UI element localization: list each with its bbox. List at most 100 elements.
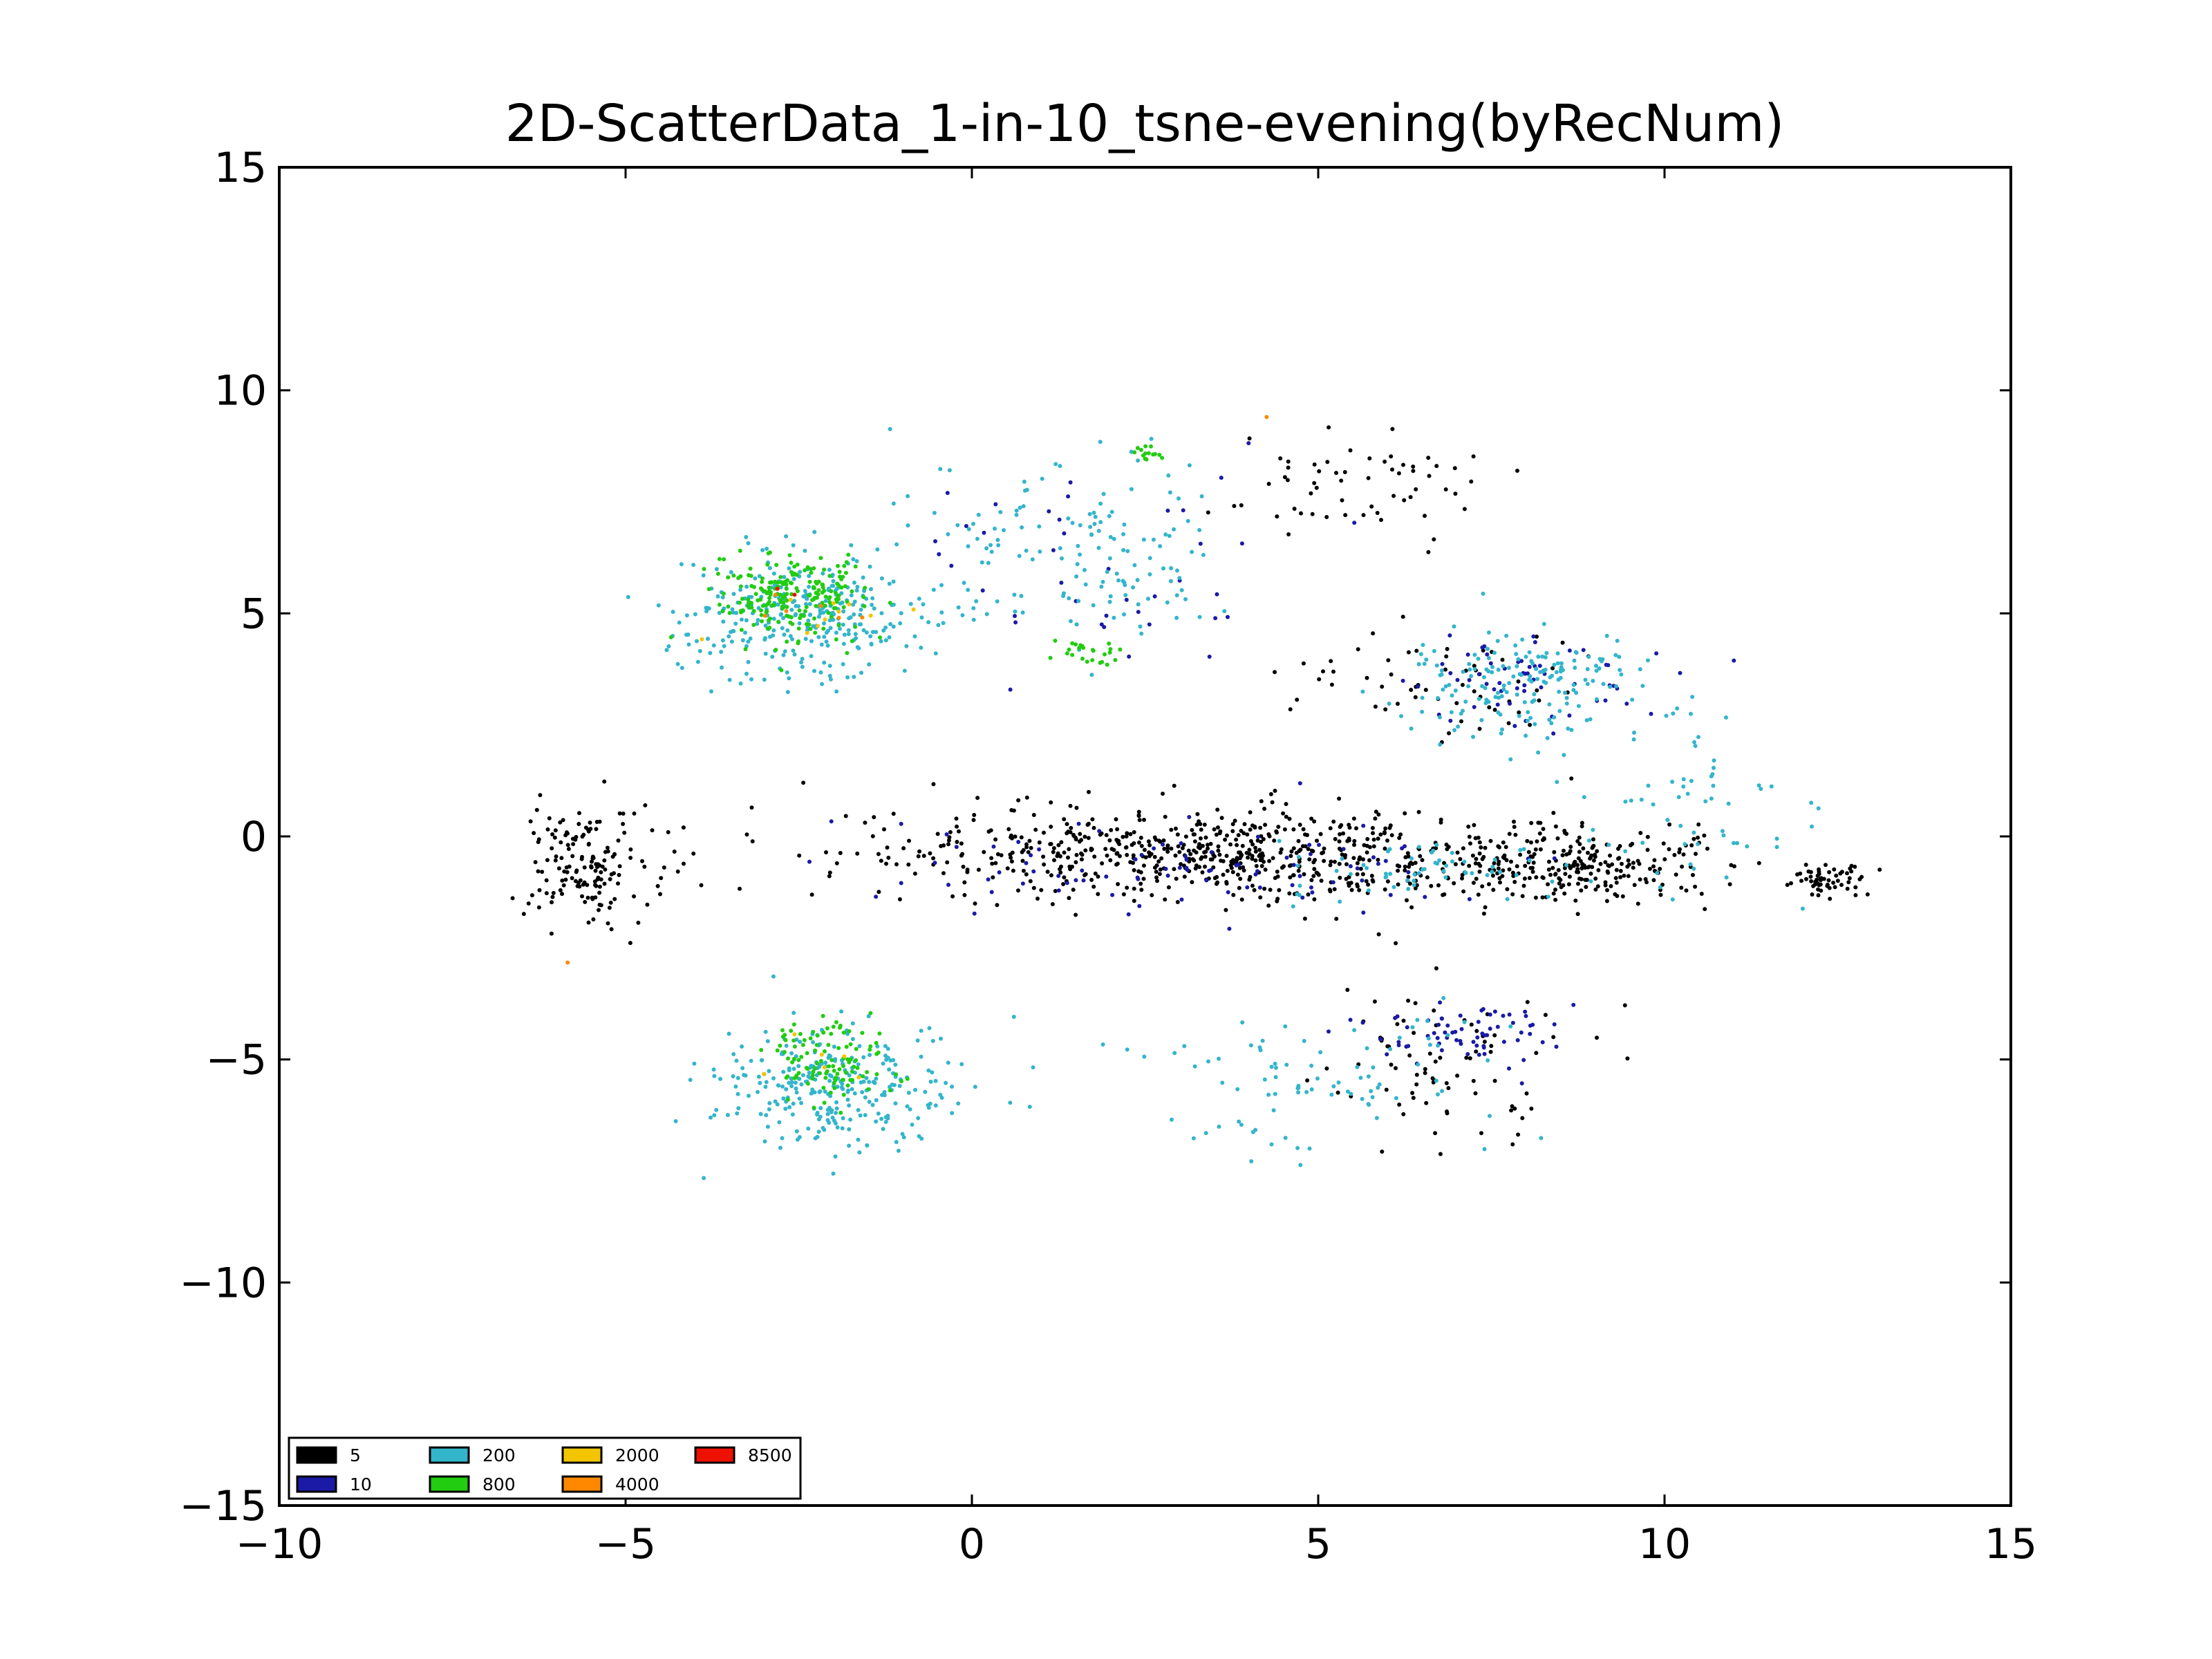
point [1207,655,1212,659]
point [1209,850,1214,854]
point [1366,476,1371,480]
point [1606,870,1611,875]
point [1626,858,1631,863]
point [827,618,832,623]
point [579,856,584,861]
point [776,1083,780,1088]
point [1630,841,1635,846]
point [1588,717,1593,722]
point [1182,874,1187,879]
point [926,620,931,625]
point [898,621,903,626]
point [1356,647,1360,652]
point [1431,848,1436,853]
point [855,851,860,856]
point [1082,568,1087,572]
point [709,689,713,694]
point [645,902,650,907]
point [791,1056,796,1061]
point [917,597,921,601]
point [1269,1065,1274,1069]
point [780,626,785,630]
point [1423,514,1427,518]
point [1024,861,1029,865]
point [1014,508,1019,513]
point [847,1029,852,1033]
point [1280,865,1284,870]
point [836,615,841,620]
point [1667,822,1672,827]
point [1535,677,1540,682]
point [753,592,758,597]
point [1437,858,1442,863]
point [833,590,838,595]
point [1273,670,1277,675]
point [1179,862,1183,867]
point [1495,702,1500,707]
point [883,1044,888,1049]
point [1170,1117,1174,1122]
point [1505,897,1510,901]
point [846,628,851,632]
point [586,841,591,846]
point [1082,873,1087,877]
point [1444,654,1449,659]
point [1215,874,1219,879]
y-tick-label: 15 [214,144,267,192]
point [1260,1038,1265,1043]
point [1671,711,1676,716]
point [939,1036,943,1041]
point [1198,836,1203,841]
point [1550,879,1555,884]
point [1249,1159,1254,1163]
point [1631,861,1635,865]
point [1551,1035,1556,1040]
point [1349,881,1353,885]
point [1099,584,1104,589]
point [984,612,989,617]
point [1407,881,1412,886]
point [797,853,802,858]
point [729,570,733,574]
point [1551,811,1556,815]
point [1406,874,1411,879]
point [837,574,842,579]
point [751,623,756,627]
point [1146,451,1151,456]
point [1496,667,1501,672]
point [1618,668,1622,673]
point [864,1076,869,1080]
point [1105,570,1109,574]
point [799,1082,804,1087]
point [1803,863,1808,867]
point [1853,893,1858,897]
point [808,1036,813,1041]
point [1839,870,1844,874]
point [1355,1065,1360,1069]
point [1374,1116,1379,1121]
point [1143,451,1147,456]
point [566,847,571,852]
point [1312,462,1317,467]
point [1509,859,1513,864]
point [1149,444,1153,449]
point [1489,1044,1494,1049]
point [1093,514,1098,519]
point [1483,905,1488,910]
point [1853,864,1857,869]
point [691,851,696,856]
point [874,1040,879,1045]
point [782,594,787,599]
point [1395,1022,1400,1027]
point [884,1058,889,1062]
point [1376,836,1380,841]
point [1264,415,1269,420]
point [1024,795,1029,800]
point [1477,840,1482,845]
point [534,807,539,812]
point [1122,580,1127,585]
point [886,855,891,860]
point [1379,518,1383,523]
point [809,654,814,659]
point [810,1073,815,1078]
